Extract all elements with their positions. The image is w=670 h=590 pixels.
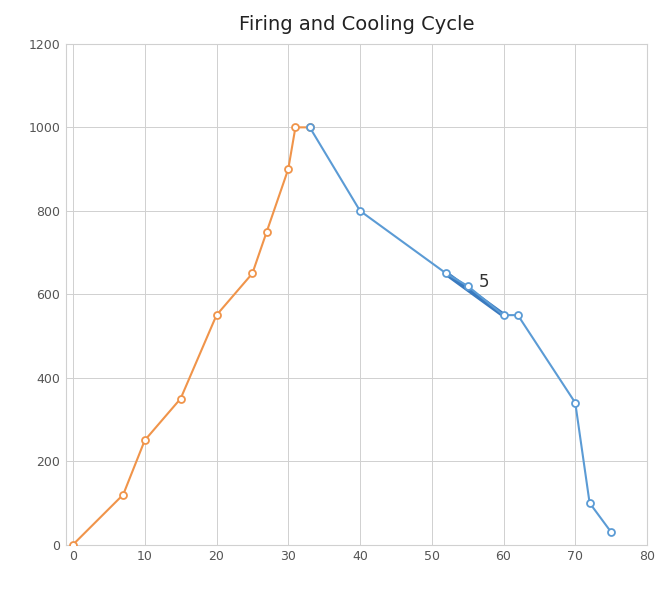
Text: 5: 5 [478,273,489,291]
Title: Firing and Cooling Cycle: Firing and Cooling Cycle [239,15,474,34]
